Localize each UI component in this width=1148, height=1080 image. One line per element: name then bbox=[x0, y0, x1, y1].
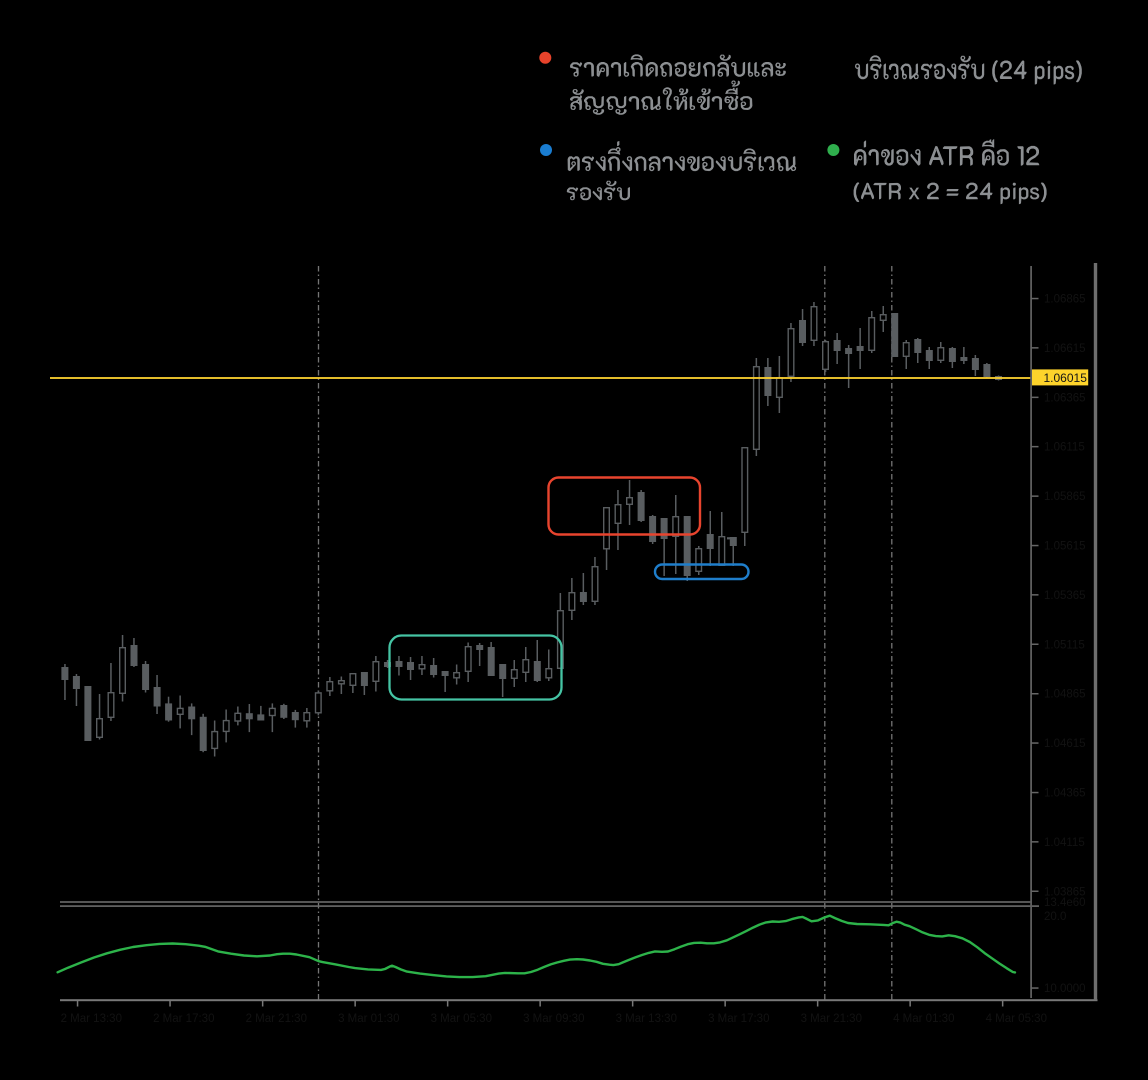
svg-text:1.03865: 1.03865 bbox=[1044, 886, 1086, 898]
svg-text:3 Mar 09:30: 3 Mar 09:30 bbox=[523, 1013, 584, 1025]
svg-text:1.06865: 1.06865 bbox=[1044, 294, 1086, 306]
svg-text:1.06115: 1.06115 bbox=[1044, 442, 1085, 454]
svg-text:1.05115: 1.05115 bbox=[1044, 639, 1085, 651]
svg-text:1.06365: 1.06365 bbox=[1044, 392, 1086, 404]
svg-text:3 Mar 01:30: 3 Mar 01:30 bbox=[338, 1013, 399, 1025]
svg-text:20.0: 20.0 bbox=[1044, 911, 1066, 923]
svg-text:3 Mar 05:30: 3 Mar 05:30 bbox=[431, 1013, 492, 1025]
svg-text:2 Mar 13:30: 2 Mar 13:30 bbox=[61, 1013, 122, 1025]
svg-text:13.4e60: 13.4e60 bbox=[1044, 897, 1086, 909]
svg-text:4 Mar 05:30: 4 Mar 05:30 bbox=[986, 1013, 1047, 1025]
svg-text:1.05865: 1.05865 bbox=[1044, 491, 1086, 503]
svg-text:2 Mar 21:30: 2 Mar 21:30 bbox=[246, 1013, 307, 1025]
svg-text:3 Mar 21:30: 3 Mar 21:30 bbox=[801, 1013, 862, 1025]
svg-text:1.04615: 1.04615 bbox=[1044, 738, 1086, 750]
svg-text:4 Mar 01:30: 4 Mar 01:30 bbox=[893, 1013, 954, 1025]
svg-text:1.06615: 1.06615 bbox=[1044, 343, 1086, 355]
svg-text:3 Mar 13:30: 3 Mar 13:30 bbox=[616, 1013, 677, 1025]
svg-text:1.05615: 1.05615 bbox=[1044, 541, 1086, 553]
svg-text:3 Mar 17:30: 3 Mar 17:30 bbox=[708, 1013, 769, 1025]
svg-text:1.06015: 1.06015 bbox=[1044, 371, 1088, 385]
svg-text:1.04865: 1.04865 bbox=[1044, 689, 1086, 701]
svg-text:1.04365: 1.04365 bbox=[1044, 788, 1086, 800]
svg-text:10.0000: 10.0000 bbox=[1044, 983, 1086, 995]
svg-text:2 Mar 17:30: 2 Mar 17:30 bbox=[153, 1013, 214, 1025]
svg-text:1.04115: 1.04115 bbox=[1044, 837, 1085, 849]
svg-text:1.05365: 1.05365 bbox=[1044, 590, 1086, 602]
